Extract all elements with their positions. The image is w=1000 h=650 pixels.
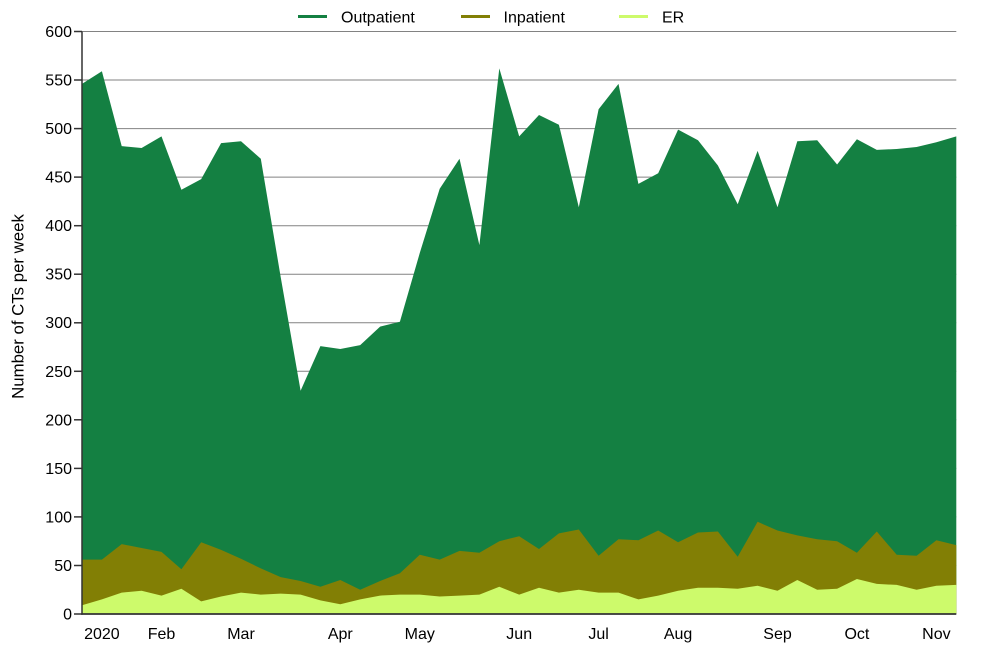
svg-text:0: 0 [63,607,72,624]
svg-text:250: 250 [45,364,72,381]
svg-text:ER: ER [662,9,684,26]
svg-text:600: 600 [45,24,72,41]
svg-text:Number of CTs per week: Number of CTs per week [9,214,28,399]
svg-text:350: 350 [45,267,72,284]
svg-text:Sep: Sep [763,626,792,643]
svg-text:Apr: Apr [328,626,354,643]
svg-text:300: 300 [45,315,72,332]
svg-text:100: 100 [45,509,72,526]
svg-text:Jun: Jun [506,626,532,643]
svg-text:Feb: Feb [148,626,176,643]
svg-text:200: 200 [45,412,72,429]
svg-text:550: 550 [45,73,72,90]
svg-text:Jul: Jul [588,626,608,643]
svg-text:Outpatient: Outpatient [341,9,415,26]
svg-text:Oct: Oct [844,626,869,643]
svg-text:Mar: Mar [227,626,255,643]
svg-text:450: 450 [45,170,72,187]
svg-text:150: 150 [45,461,72,478]
svg-text:May: May [405,626,435,643]
svg-text:500: 500 [45,121,72,138]
svg-text:Aug: Aug [664,626,692,643]
svg-text:50: 50 [54,558,72,575]
svg-text:Nov: Nov [922,626,950,643]
svg-text:400: 400 [45,218,72,235]
svg-text:2020: 2020 [84,626,120,643]
svg-text:Inpatient: Inpatient [504,9,566,26]
